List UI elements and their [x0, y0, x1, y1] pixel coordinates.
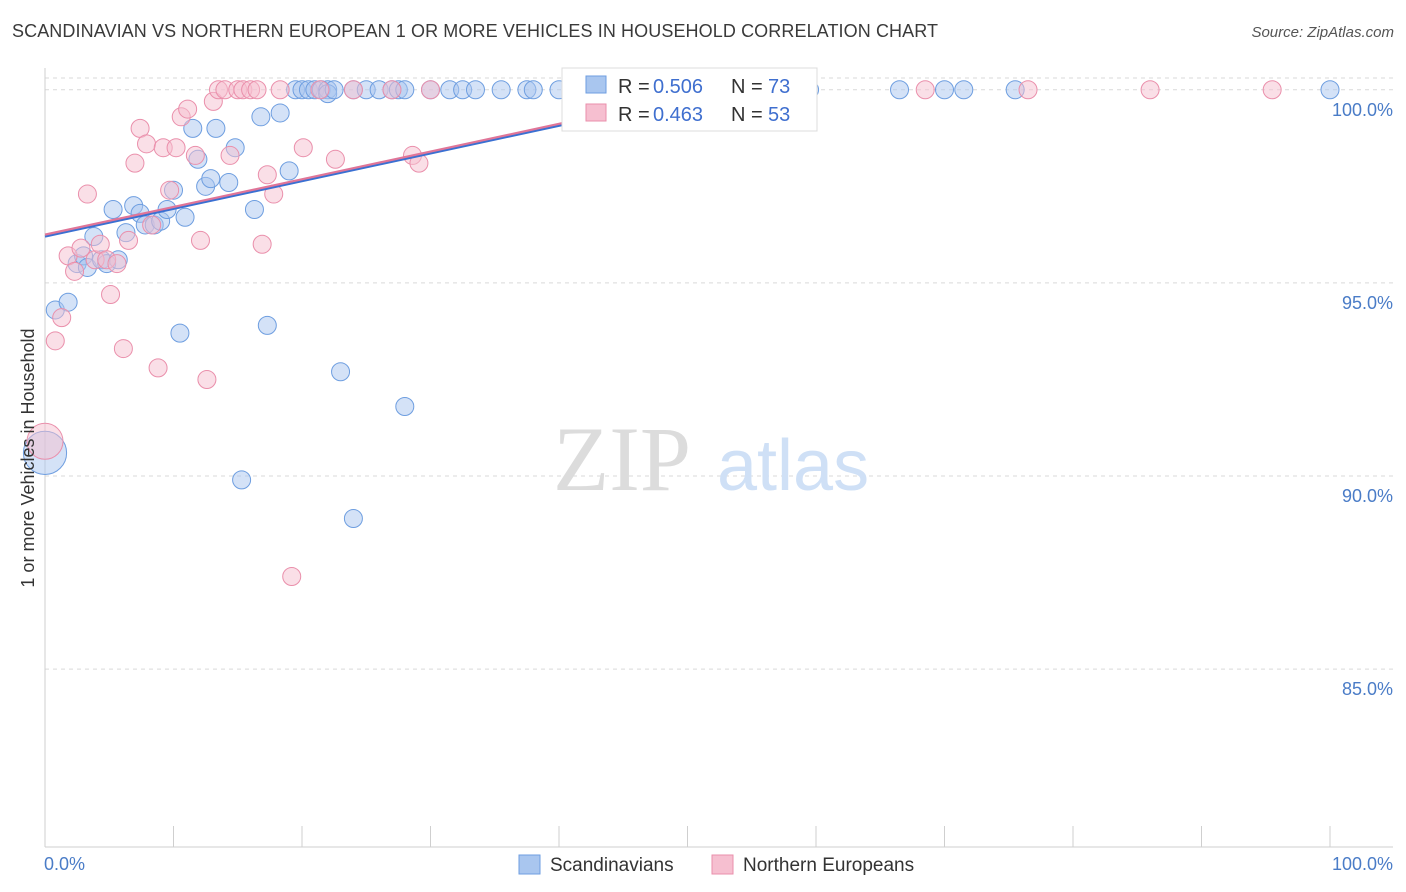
y-tick-labels: 100.0% 95.0% 90.0% 85.0%: [1332, 100, 1393, 699]
northern-europeans-point: [197, 369, 217, 389]
northern-europeans-point: [148, 358, 168, 378]
scandinavians-point: [232, 470, 252, 490]
scandinavians-point: [1320, 80, 1340, 100]
x-tick-label-min: 0.0%: [44, 854, 85, 874]
source-label: Source: ZipAtlas.com: [1251, 24, 1394, 41]
scandinavians-point: [175, 207, 195, 227]
legend-n-value-2: 53: [768, 104, 790, 126]
scandinavians-point: [395, 397, 415, 417]
legend-r-label-2: R =: [618, 104, 650, 126]
northern-europeans-point: [382, 80, 402, 100]
northern-europeans-point: [71, 238, 91, 258]
northern-europeans-point: [125, 153, 145, 173]
northern-europeans-point: [293, 138, 313, 158]
northern-europeans-point: [220, 145, 240, 165]
northern-europeans-point: [1140, 80, 1160, 100]
scandinavians-point: [935, 80, 954, 100]
northern-europeans-point: [113, 339, 133, 359]
stats-legend-swatch-pink: [585, 103, 607, 122]
legend-n-label-1: N =: [731, 76, 763, 98]
series-legend-label-northern-europeans: Northern Europeans: [743, 855, 914, 876]
scandinavians-point: [890, 80, 910, 100]
northern-europeans-point: [142, 215, 162, 235]
northern-europeans-point: [252, 234, 272, 254]
northern-europeans-point: [915, 80, 935, 100]
x-tick-label-max: 100.0%: [1332, 854, 1393, 874]
scandinavians-point: [279, 161, 299, 181]
grid-layer: [45, 77, 1393, 670]
series-legend-label-scandinavians: Scandinavians: [550, 855, 674, 876]
northern-europeans-point: [1018, 80, 1038, 100]
series-legend-swatch-scandinavians: [518, 854, 541, 875]
northern-europeans-point: [52, 308, 72, 328]
stats-legend: R = 0.506 N = 73 R = 0.463 N = 53: [561, 67, 818, 132]
northern-europeans-point: [270, 80, 290, 100]
scandinavians-point: [251, 107, 271, 127]
northern-europeans-point: [178, 99, 198, 119]
scandinavians-point: [270, 103, 290, 123]
northern-europeans-point: [166, 138, 186, 158]
northern-europeans-point: [325, 149, 345, 169]
scandinavians-point: [206, 118, 226, 138]
scandinavians-point: [954, 80, 974, 100]
northern-europeans-point: [282, 566, 302, 586]
scandinavians-point: [331, 362, 351, 382]
x-ticks: [44, 826, 1331, 847]
northern-europeans-point: [247, 80, 267, 100]
y-axis-label: 1 or more Vehicles in Household: [18, 328, 38, 587]
northern-europeans-point: [1262, 80, 1282, 100]
legend-r-value-1: 0.506: [653, 76, 703, 98]
y-tick-label: 100.0%: [1332, 100, 1393, 120]
scandinavians-point: [257, 315, 277, 335]
legend-n-label-2: N =: [731, 104, 763, 126]
legend-n-value-1: 73: [768, 76, 790, 98]
northern-europeans-point: [77, 184, 97, 204]
scandinavians-point: [523, 80, 543, 100]
chart-title: SCANDINAVIAN VS NORTHERN EUROPEAN 1 OR M…: [12, 21, 939, 41]
northern-europeans-point: [257, 165, 277, 185]
northern-europeans-point: [160, 180, 180, 200]
scandinavians-point: [244, 200, 264, 220]
y-tick-label: 95.0%: [1342, 293, 1393, 313]
watermark-zip: ZIP: [553, 408, 691, 510]
scandinavians-point: [201, 169, 221, 189]
y-tick-label: 85.0%: [1342, 679, 1393, 699]
scandinavians-point: [343, 509, 363, 529]
northern-europeans-point: [421, 80, 440, 100]
legend-r-label-1: R =: [618, 76, 650, 98]
northern-europeans-point: [45, 331, 65, 351]
series-legend: Scandinavians Northern Europeans: [518, 854, 914, 876]
watermark: ZIP atlas: [553, 408, 869, 510]
scandinavians-point: [491, 80, 511, 100]
scandinavians-point: [219, 172, 239, 192]
y-tick-label: 90.0%: [1342, 486, 1393, 506]
northern-europeans-point: [343, 80, 363, 100]
northern-europeans-point: [119, 230, 139, 250]
northern-europeans-point: [107, 254, 127, 274]
watermark-atlas: atlas: [717, 426, 869, 506]
scandinavians-point: [183, 118, 203, 138]
northern-europeans-point: [26, 422, 64, 460]
scandinavians-point: [170, 323, 190, 343]
legend-r-value-2: 0.463: [653, 104, 703, 126]
scandinavians-point: [465, 80, 485, 100]
northern-europeans-point: [101, 284, 121, 304]
northern-europeans-point: [65, 261, 85, 281]
northern-europeans-point: [137, 134, 157, 154]
series-legend-swatch-northern-europeans: [711, 854, 734, 875]
scandinavians-point: [103, 200, 123, 220]
northern-europeans-point: [190, 230, 210, 250]
northern-europeans-points: [26, 80, 1282, 586]
northern-europeans-point: [310, 80, 330, 100]
northern-europeans-point: [185, 145, 205, 165]
stats-legend-swatch-blue: [585, 75, 607, 94]
